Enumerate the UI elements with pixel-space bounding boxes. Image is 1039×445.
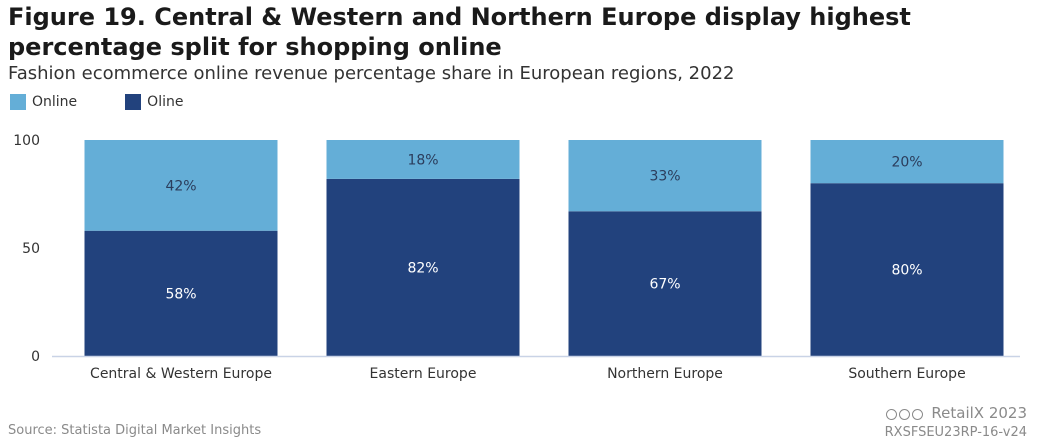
- legend-item-online: Online: [10, 94, 77, 110]
- brand-label: RetailX 2023: [931, 404, 1027, 422]
- x-tick-label: Southern Europe: [848, 366, 965, 382]
- bar-online: [810, 140, 1004, 184]
- y-tick-label: 50: [22, 241, 40, 257]
- legend-item-oline: Oline: [125, 94, 183, 110]
- bar-oline: [326, 178, 520, 356]
- bar-online: [326, 140, 520, 179]
- data-label-online: 20%: [891, 155, 922, 171]
- data-label-online: 42%: [165, 178, 196, 194]
- credit-block: RetailX 2023 RXSFSEU23RP-16-v24: [885, 404, 1027, 442]
- bar-online: [568, 140, 762, 212]
- source-note: Source: Statista Digital Market Insights: [8, 423, 262, 438]
- bar-oline: [810, 183, 1004, 356]
- chart-title: Figure 19. Central & Western and Norther…: [8, 3, 911, 61]
- creative-commons-icon: [886, 409, 924, 420]
- x-tick-label: Central & Western Europe: [90, 366, 272, 382]
- legend-label-online: Online: [32, 94, 78, 110]
- data-label-online: 18%: [407, 152, 438, 168]
- y-tick-label: 0: [31, 349, 40, 365]
- data-label-oline: 58%: [165, 286, 196, 302]
- legend: Online Oline: [10, 94, 183, 110]
- legend-swatch-oline: [125, 94, 142, 110]
- legend-swatch-online: [10, 94, 26, 110]
- data-label-oline: 82%: [407, 260, 438, 276]
- legend-label-oline: Oline: [147, 94, 184, 110]
- y-tick-label: 100: [13, 133, 40, 149]
- bar-online: [84, 140, 278, 231]
- data-label-oline: 80%: [891, 263, 922, 279]
- x-tick-label: Eastern Europe: [370, 366, 477, 382]
- data-label-oline: 67%: [649, 277, 680, 293]
- report-code: RXSFSEU23RP-16-v24: [884, 425, 1027, 440]
- chart-subtitle: Fashion ecommerce online revenue percent…: [8, 63, 735, 84]
- bar-oline: [568, 211, 762, 356]
- data-label-online: 33%: [649, 169, 680, 185]
- x-tick-label: Northern Europe: [607, 366, 723, 382]
- bar-oline: [84, 230, 278, 356]
